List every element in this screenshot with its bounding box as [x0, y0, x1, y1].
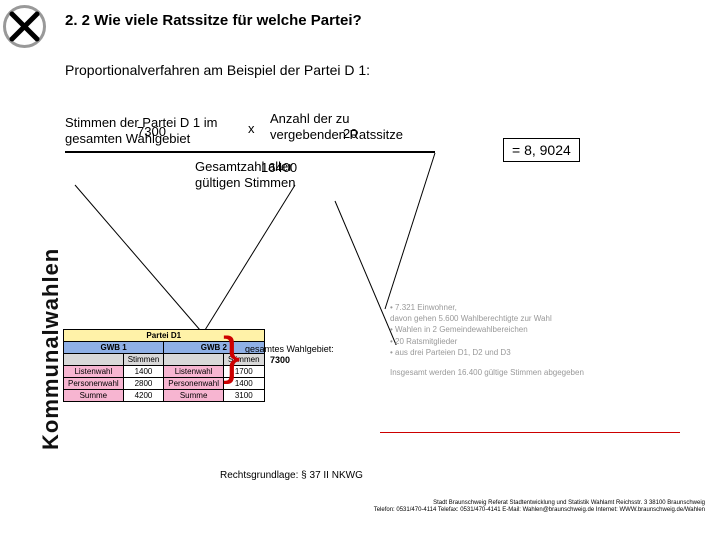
r2b: 4200 — [123, 390, 164, 402]
sub-b: Stimmen — [123, 354, 164, 366]
sidebar: Kommunalwahlen — [0, 0, 54, 540]
mini-label-2: 7300 — [270, 355, 290, 365]
r0c: Listenwahl — [164, 366, 224, 378]
numerator-right-2: vergebenden Ratssitze — [270, 127, 403, 142]
sub-c — [164, 354, 224, 366]
context-bullets: • 7.321 Einwohner, davon gehen 5.600 Wah… — [390, 302, 690, 378]
legal-footer: Rechtsgrundlage: § 37 II NKWG — [220, 470, 363, 481]
r1c: Personenwahl — [164, 378, 224, 390]
ballot-x-icon — [2, 4, 47, 49]
bullet-5: Insgesamt werden 16.400 gültige Stimmen … — [390, 367, 690, 378]
r1a: Personenwahl — [64, 378, 124, 390]
numerator-right-1: Anzahl der zu — [270, 111, 350, 126]
brace-icon: } — [223, 334, 240, 378]
red-underline — [380, 432, 680, 433]
col-gwb1: GWB 1 — [64, 342, 164, 354]
r1b: 2800 — [123, 378, 164, 390]
credit-2: Telefon: 0531/470-4114 Telefax: 0531/470… — [235, 507, 705, 514]
numerator-right-overlay: 20 — [343, 126, 357, 141]
bullet-3: • 20 Ratsmitglieder — [390, 336, 690, 347]
sidebar-title: Kommunalwahlen — [38, 248, 64, 450]
slide-content: 2. 2 Wie viele Ratssitze für welche Part… — [65, 0, 705, 540]
bullet-1: davon gehen 5.600 Wahlberechtigte zur Wa… — [390, 313, 690, 324]
bullet-0: • 7.321 Einwohner, — [390, 302, 690, 313]
page-title: 2. 2 Wie viele Ratssitze für welche Part… — [65, 12, 362, 29]
r2a: Summe — [64, 390, 124, 402]
r2c: Summe — [164, 390, 224, 402]
numerator-left-2: gesamten Wahlgebiet — [65, 131, 190, 146]
r0a: Listenwahl — [64, 366, 124, 378]
numerator-left-overlay: 7300 — [137, 124, 166, 139]
r2d: 3100 — [223, 390, 264, 402]
bullet-2: • Wahlen in 2 Gemeindewahlbereichen — [390, 324, 690, 335]
times: x — [248, 121, 255, 136]
result-box: = 8, 9024 — [503, 138, 580, 162]
credit-footer: Stadt Braunschweig Referat Stadtentwickl… — [235, 500, 705, 514]
sub-a — [64, 354, 124, 366]
bullet-4: • aus drei Parteien D1, D2 und D3 — [390, 347, 690, 358]
subtitle: Proportionalverfahren am Beispiel der Pa… — [65, 62, 370, 78]
credit-1: Stadt Braunschweig Referat Stadtentwickl… — [235, 500, 705, 507]
mini-label-1: gesamtes Wahlgebiet: — [245, 344, 334, 354]
r0b: 1400 — [123, 366, 164, 378]
